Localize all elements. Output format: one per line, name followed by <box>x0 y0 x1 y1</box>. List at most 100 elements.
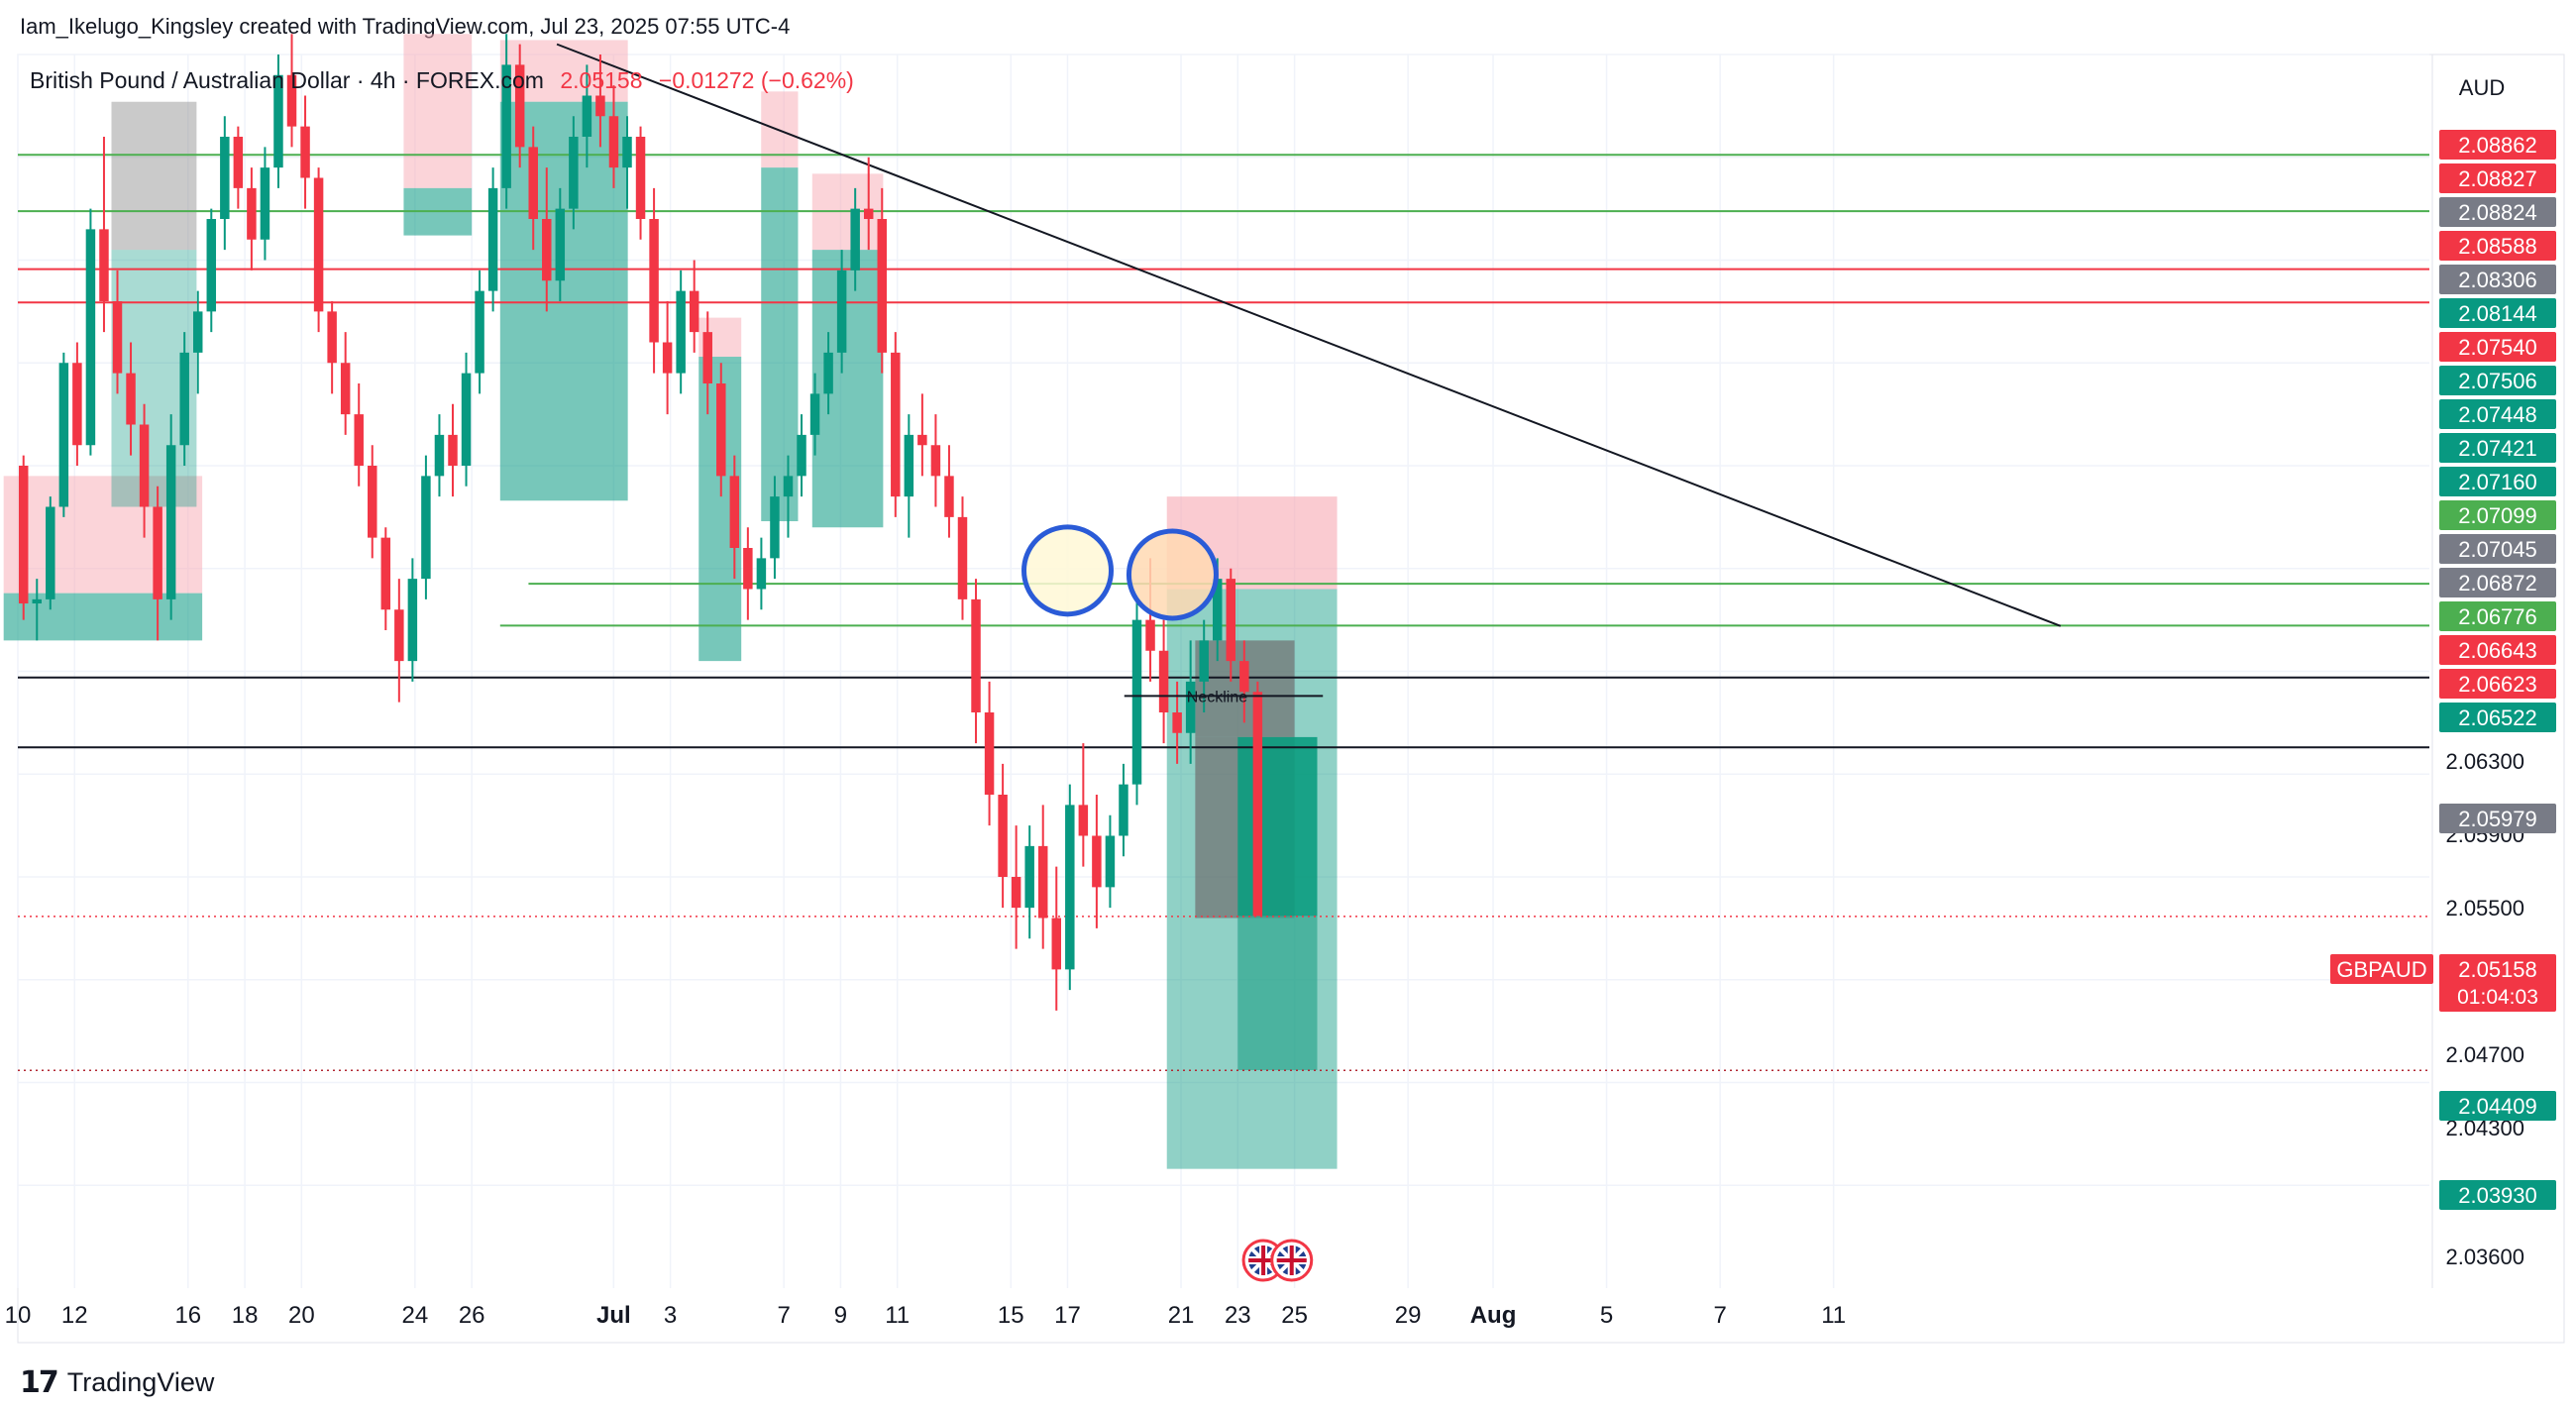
x-tick-label: Aug <box>1470 1302 1517 1329</box>
descending-trendline <box>556 43 2062 627</box>
candle-body <box>555 208 566 281</box>
candle-body <box>461 373 472 466</box>
price-badge <box>2439 433 2556 463</box>
candle-body <box>233 137 244 188</box>
candle-body <box>368 466 377 538</box>
position-box-reward-zone <box>811 250 884 528</box>
candle-body <box>1172 712 1182 733</box>
symbol-title: British Pound / Australian Dollar · 4h ·… <box>30 67 544 93</box>
candle-body <box>1131 619 1142 785</box>
candle-body <box>823 352 833 394</box>
candle-body <box>1078 805 1089 836</box>
candle-body <box>1105 835 1116 888</box>
candle-body <box>394 609 404 662</box>
horizontal-levels <box>18 43 2429 1072</box>
candle-body <box>58 363 69 507</box>
price-badge-label: 2.07099 <box>2458 503 2537 528</box>
candle-body <box>836 270 847 353</box>
price-badge <box>2439 298 2556 328</box>
position-box-reward-zone <box>761 167 799 522</box>
candle-body <box>676 290 686 374</box>
flag-cross-red <box>1261 1246 1266 1275</box>
neckline-label: Neckline <box>1187 689 1247 705</box>
price-badge-label: 2.08827 <box>2458 166 2537 191</box>
candle-body <box>930 445 941 477</box>
price-badge-label: 2.06872 <box>2458 571 2537 596</box>
candle-body <box>1024 845 1034 909</box>
candle-body <box>1199 640 1209 682</box>
x-tick-label: 26 <box>459 1302 485 1329</box>
candle-body <box>797 434 806 477</box>
price-change: −0.01272 (−0.62%) <box>658 67 854 93</box>
price-badge-label: 2.06522 <box>2458 705 2537 730</box>
candle-body <box>407 579 418 662</box>
candle-body <box>206 219 217 312</box>
price-badge <box>2439 265 2556 294</box>
price-badge <box>2439 366 2556 395</box>
candle-body <box>1213 579 1223 641</box>
candle-body <box>85 229 96 446</box>
candle-body <box>622 137 632 168</box>
y-tick-label: 2.03600 <box>2445 1245 2524 1269</box>
candle-body <box>689 290 699 333</box>
candle-body <box>165 445 176 599</box>
footer: 17 TradingView <box>20 1365 214 1400</box>
candle-body <box>313 177 324 312</box>
candle-body <box>702 332 712 383</box>
price-badge-label: 2.08824 <box>2458 200 2537 225</box>
candle-body <box>327 311 337 364</box>
price-badge <box>2439 954 2556 1012</box>
x-tick-label: 10 <box>5 1302 32 1329</box>
flag-cross-red <box>1289 1246 1294 1275</box>
x-tick-label: 7 <box>777 1302 790 1329</box>
candle-body <box>340 363 351 415</box>
candle-body <box>984 712 995 795</box>
candle-body <box>569 137 579 209</box>
x-tick-label: 23 <box>1225 1302 1251 1329</box>
candle-body <box>904 434 914 497</box>
candle-body <box>863 208 874 219</box>
candle-body <box>850 208 860 271</box>
x-tick-label: 7 <box>1713 1302 1726 1329</box>
price-badge <box>2439 568 2556 597</box>
price-badge-label: 2.07045 <box>2458 537 2537 562</box>
candle-body <box>809 393 820 435</box>
price-badge <box>2439 669 2556 699</box>
price-badge <box>2439 500 2556 530</box>
price-badge <box>2439 197 2556 227</box>
price-badge-label: 2.08862 <box>2458 133 2537 158</box>
candle-body <box>1145 619 1155 651</box>
candle-body <box>917 434 927 446</box>
candle-body <box>1158 650 1169 712</box>
gb-flag-icon <box>1270 1239 1314 1282</box>
price-badge <box>2439 1180 2556 1210</box>
candle-body <box>153 506 162 599</box>
x-tick-label: 9 <box>834 1302 847 1329</box>
price-badge-label: 2.04409 <box>2458 1094 2537 1119</box>
x-tick-label: Jul <box>596 1302 631 1329</box>
symbol-legend: British Pound / Australian Dollar · 4h ·… <box>30 67 854 94</box>
position-box-risk-zone <box>403 34 473 188</box>
x-tick-label: 16 <box>174 1302 201 1329</box>
candle-body <box>179 352 189 446</box>
candle-body <box>608 116 619 168</box>
candlestick-series <box>18 34 1263 1011</box>
candle-body <box>1037 845 1048 919</box>
candle-body <box>957 516 968 599</box>
candle-body <box>649 219 659 343</box>
candle-body <box>877 219 887 353</box>
candle-body <box>273 74 283 168</box>
time-axis: 10 12 16 18 20 24 26 Jul 3 7 9 11 15 17 21 23 25 29 Aug 5 7 1… <box>5 1302 1846 1329</box>
price-badge-label: 2.08588 <box>2458 234 2537 259</box>
y-tick-label: 2.06300 <box>2445 749 2524 774</box>
candle-body <box>434 434 445 477</box>
candle-body <box>260 167 270 240</box>
price-badge <box>2439 635 2556 665</box>
x-tick-label: 20 <box>288 1302 315 1329</box>
candle-body <box>46 506 55 599</box>
highlight-ellipse <box>1126 528 1219 621</box>
price-badge-label: 2.06776 <box>2458 604 2537 629</box>
y-tick-label: 2.04700 <box>2445 1042 2524 1067</box>
tradingview-logo-icon: 17 <box>20 1365 59 1400</box>
